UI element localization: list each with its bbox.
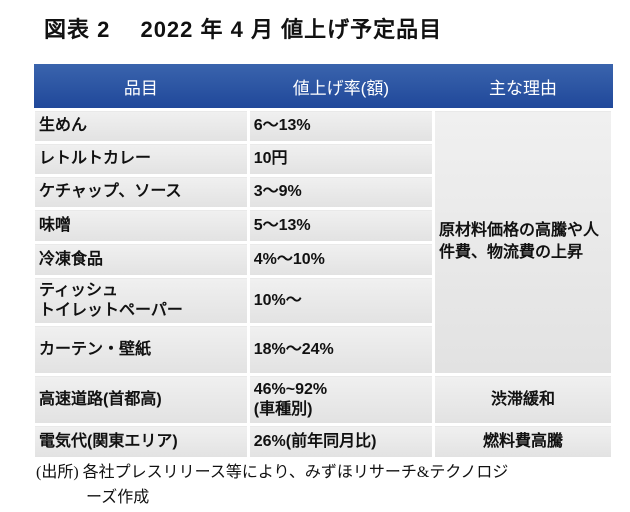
rate-cell: 46%~92% (車種別): [246, 373, 435, 426]
table-row: 味噌 5～13%: [32, 207, 613, 244]
rate-cell: 3～9%: [246, 174, 435, 210]
item-cell: 生めん: [32, 108, 250, 144]
item-cell: ティッシュトイレットペーパー: [32, 275, 250, 326]
table-row: 電気代(関東エリア) 26%(前年同月比) 燃料費高騰: [32, 423, 615, 460]
rate-line1: 46%~92%: [253, 380, 328, 398]
header-item: 品目: [33, 64, 249, 111]
rate-cell: 10円: [246, 141, 435, 177]
item-cell: レトルトカレー: [32, 141, 250, 177]
table-row: カーテン・壁紙 18%～24%: [32, 323, 613, 376]
table-row: ティッシュトイレットペーパー 10%～: [32, 275, 613, 326]
item-cell: 冷凍食品: [32, 241, 250, 278]
rate-line2: (車種別): [253, 400, 313, 418]
rate-cell: 10%～: [246, 275, 435, 326]
rate-cell: 5～13%: [246, 207, 435, 244]
header-rate: 値上げ率(額): [248, 64, 434, 111]
rate-cell: 18%～24%: [246, 323, 435, 376]
table-row: 生めん 6～13% 原材料価格の高騰や人件費、物流費の上昇: [32, 108, 615, 376]
item-line2: トイレットペーパー: [39, 301, 183, 319]
item-line1: ティッシュ: [39, 281, 119, 299]
item-cell: 味噌: [32, 207, 250, 244]
source-footnote: (出所) 各社プレスリリース等により、みずほリサーチ&テクノロジ ーズ作成: [36, 460, 626, 510]
header-reason: 主な理由: [433, 64, 613, 111]
rate-cell: 6～13%: [246, 108, 435, 144]
item-cell: ケチャップ、ソース: [32, 174, 250, 210]
shared-reason-cell: 原材料価格の高騰や人件費、物流費の上昇: [431, 108, 615, 376]
rate-cell: 26%(前年同月比): [246, 423, 435, 460]
table-row: ケチャップ、ソース 3～9%: [32, 174, 613, 210]
reason-cell: 渋滞緩和: [431, 373, 615, 426]
footnote-line1: (出所) 各社プレスリリース等により、みずほリサーチ&テクノロジ: [36, 464, 509, 481]
item-cell: カーテン・壁紙: [32, 323, 250, 376]
price-increase-table: 品目 値上げ率(額) 主な理由 生めん 6～13% 原材料価格の高騰や人件費、物…: [32, 64, 615, 460]
item-cell: 高速道路(首都高): [32, 373, 250, 426]
table-row: 冷凍食品 4%～10%: [32, 241, 613, 278]
rate-cell: 4%～10%: [246, 241, 435, 278]
table-header-row: 品目 値上げ率(額) 主な理由: [33, 64, 613, 111]
table-row: レトルトカレー 10円: [32, 141, 613, 177]
reason-cell: 燃料費高騰: [431, 423, 615, 460]
figure-title: 図表 2 2022 年 4 月 値上げ予定品目: [44, 17, 443, 42]
item-cell: 電気代(関東エリア): [32, 423, 250, 460]
table-row: 高速道路(首都高) 46%~92% (車種別) 渋滞緩和: [32, 373, 615, 426]
footnote-line2: ーズ作成: [86, 489, 150, 506]
